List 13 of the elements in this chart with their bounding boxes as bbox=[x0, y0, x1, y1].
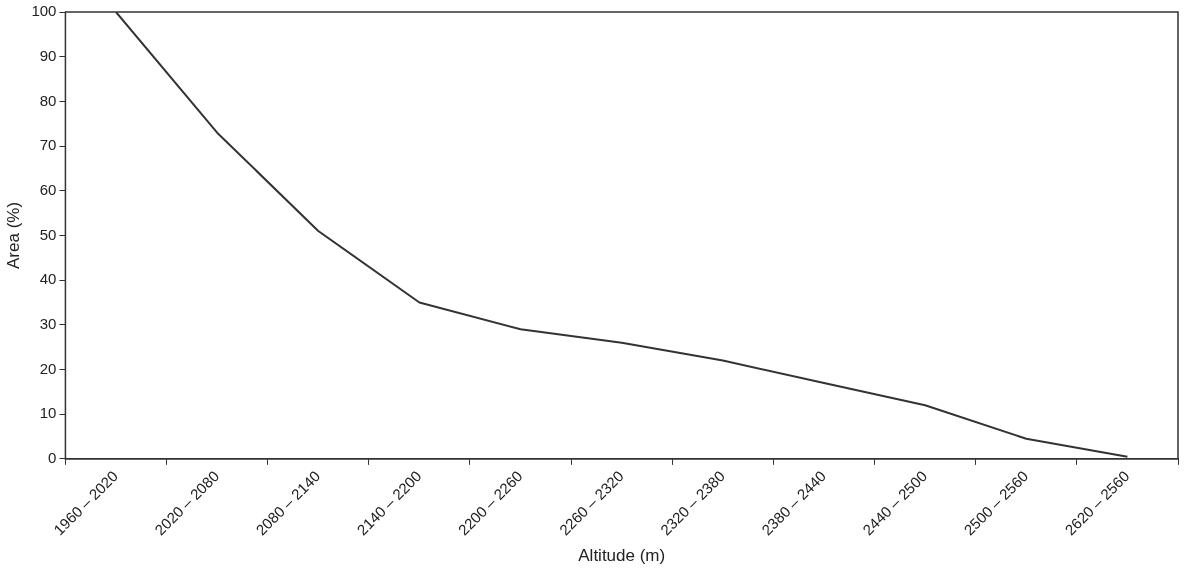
y-tick-label: 0 bbox=[48, 449, 57, 467]
y-tick-label: 70 bbox=[39, 136, 57, 154]
y-tick-label: 60 bbox=[39, 180, 57, 198]
y-tick-label: 90 bbox=[39, 46, 57, 64]
x-axis-title: Altitude (m) bbox=[578, 546, 666, 566]
y-tick-label: 40 bbox=[39, 270, 57, 288]
y-axis-title: Area (%) bbox=[3, 201, 23, 269]
y-tick-label: 50 bbox=[39, 225, 57, 243]
y-tick-label: 30 bbox=[39, 314, 57, 332]
y-tick-label: 80 bbox=[39, 91, 57, 109]
y-tick-label: 10 bbox=[39, 404, 57, 422]
y-tick-label: 20 bbox=[39, 359, 57, 377]
y-tick-label: 100 bbox=[31, 2, 57, 20]
